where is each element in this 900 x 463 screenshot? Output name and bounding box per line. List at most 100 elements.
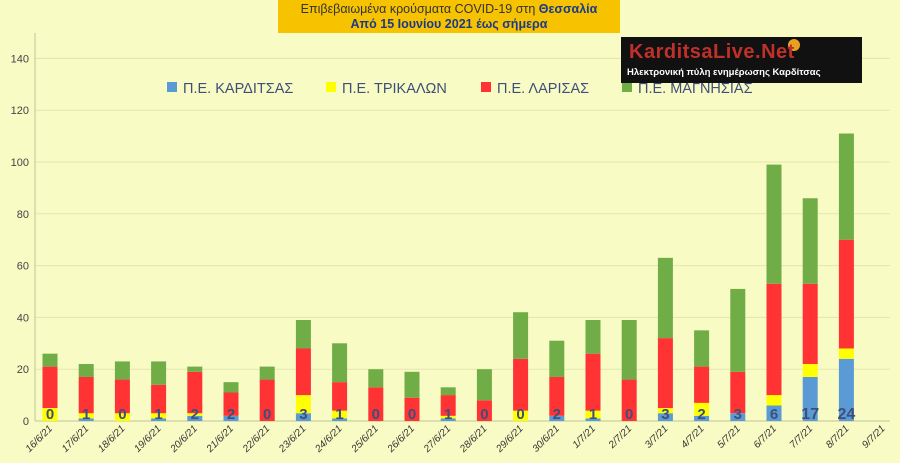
grid-lines <box>35 57 890 370</box>
y-tick-label: 60 <box>17 261 29 273</box>
bar-segment <box>694 330 710 367</box>
bar-segment <box>295 319 311 349</box>
logo-name: KarditsaLive.Net <box>629 41 795 63</box>
data-label: 2 <box>553 406 561 423</box>
bar-segment <box>187 371 203 414</box>
site-logo: KarditsaLive.Net Ηλεκτρονική πύλη ενημέρ… <box>621 37 862 83</box>
legend-swatch <box>481 82 491 92</box>
bar-segment <box>151 418 167 421</box>
bar-segment <box>42 408 58 421</box>
bar-segment <box>295 395 311 414</box>
x-tick-label: 26/6/21 <box>385 423 417 455</box>
bar-segment <box>549 340 565 377</box>
bar-segment <box>332 382 348 411</box>
x-tick-label: 20/6/21 <box>168 423 200 455</box>
x-tick-label: 5/7/21 <box>715 423 742 450</box>
data-label: 0 <box>480 406 488 423</box>
legend-label: Π.Ε. ΜΑΓΝΗΣΙΑΣ <box>638 81 753 97</box>
bar-segment <box>730 371 746 414</box>
y-tick-label: 140 <box>11 53 29 65</box>
bar-segment <box>476 369 492 401</box>
bar-segment <box>657 413 673 421</box>
y-tick-label: 20 <box>17 364 29 376</box>
legend-label: Π.Ε. ΛΑΡΙΣΑΣ <box>497 81 589 97</box>
data-label: 3 <box>661 406 669 423</box>
bar-segment <box>585 410 601 419</box>
chart-title-box: Επιβεβαιωμένα κρούσματα COVID-19 στη Θεσ… <box>278 0 620 33</box>
bar-segment <box>621 379 637 421</box>
data-label: 0 <box>625 406 633 423</box>
bar-segment <box>694 415 710 421</box>
bar-segment <box>332 343 348 383</box>
bar-segment <box>549 376 565 416</box>
bar-segment <box>585 319 601 354</box>
bar-segment <box>404 397 420 421</box>
data-label: 2 <box>191 406 199 423</box>
bar-segment <box>730 288 746 372</box>
bar-segment <box>187 366 203 372</box>
data-label: 0 <box>372 406 380 423</box>
data-labels: 0 1 0 1 2 2 0 3 1 0 0 1 0 0 2 1 0 3 2 3 6 17 24 <box>46 406 856 423</box>
bar-segment <box>657 257 673 339</box>
legend-label: Π.Ε. ΤΡΙΚΑΛΩΝ <box>342 81 447 97</box>
data-label: 1 <box>589 406 597 423</box>
bar-segment <box>187 415 203 421</box>
bar-segment <box>368 387 384 421</box>
x-tick-label: 22/6/21 <box>240 423 272 455</box>
bar-segment <box>838 133 854 240</box>
x-tick-label: 18/6/21 <box>96 423 127 454</box>
bar-segment <box>223 392 239 416</box>
bar-segment <box>657 408 673 414</box>
data-label: 0 <box>46 406 54 423</box>
x-tick-label: 7/7/21 <box>788 423 815 450</box>
bar-segment <box>151 384 167 414</box>
bar-segment <box>440 415 456 419</box>
bar-segment <box>78 376 94 414</box>
data-label: 0 <box>263 406 271 423</box>
x-tick-label: 19/6/21 <box>132 423 163 454</box>
bar-segment <box>42 366 58 409</box>
legend: Π.Ε. ΚΑΡΔΙΤΣΑΣ Π.Ε. ΤΡΙΚΑΛΩΝ Π.Ε. ΛΑΡΙΣΑΣ Π… <box>167 81 753 97</box>
data-label: 6 <box>770 406 778 423</box>
bar-segment <box>802 283 818 365</box>
bar-segment <box>621 319 637 380</box>
bar-segment <box>585 353 601 411</box>
y-tick-label: 80 <box>17 209 29 221</box>
y-tick-label: 0 <box>23 416 29 428</box>
data-label: 1 <box>154 406 162 423</box>
bar-segment <box>694 366 710 403</box>
bar-segment <box>802 198 818 284</box>
bar-segment <box>151 361 167 385</box>
bar-segment <box>657 338 673 409</box>
bar-segment <box>694 402 710 416</box>
legend-swatch <box>167 82 177 92</box>
bar-segment <box>259 366 275 380</box>
x-axis: 16/6/21 17/6/21 18/6/21 19/6/21 20/6/21 21/6/… <box>24 423 888 455</box>
bar-segment <box>585 418 601 421</box>
bar-segment <box>259 379 275 421</box>
bar-segment <box>151 413 167 419</box>
bar-segment <box>332 410 348 419</box>
bar-segment <box>440 387 456 396</box>
x-tick-label: 21/6/21 <box>204 423 236 455</box>
bar-segment <box>766 395 782 406</box>
x-tick-label: 3/7/21 <box>643 423 670 450</box>
bar-segment <box>440 395 456 416</box>
bar-segment <box>513 358 529 411</box>
bar-segment <box>332 418 348 421</box>
bar-segment <box>766 405 782 421</box>
bar-segment <box>295 348 311 396</box>
x-tick-label: 24/6/21 <box>313 423 345 455</box>
bar-segment <box>476 400 492 421</box>
x-tick-label: 17/6/21 <box>60 423 91 454</box>
bar-segment <box>78 413 94 419</box>
x-tick-label: 28/6/21 <box>457 423 489 455</box>
y-tick-label: 40 <box>17 312 29 324</box>
chart-title-region: Θεσσαλία <box>538 2 598 16</box>
x-tick-label: 29/6/21 <box>494 423 526 455</box>
bar-segment <box>187 413 203 416</box>
chart-title: Επιβεβαιωμένα κρούσματα COVID-19 στη Θεσ… <box>278 0 620 17</box>
x-tick-label: 6/7/21 <box>752 423 779 450</box>
